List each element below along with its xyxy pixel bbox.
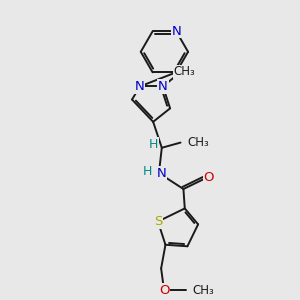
Text: N: N	[158, 80, 168, 93]
Text: CH₃: CH₃	[173, 65, 195, 79]
Text: O: O	[159, 284, 169, 297]
Text: CH₃: CH₃	[192, 284, 214, 296]
Text: H: H	[149, 138, 158, 151]
Text: CH₃: CH₃	[187, 136, 208, 149]
Text: N: N	[156, 167, 166, 180]
Text: O: O	[203, 171, 214, 184]
Text: N: N	[171, 25, 181, 38]
Text: N: N	[135, 80, 145, 93]
Text: H: H	[143, 165, 153, 178]
Text: S: S	[154, 215, 162, 228]
